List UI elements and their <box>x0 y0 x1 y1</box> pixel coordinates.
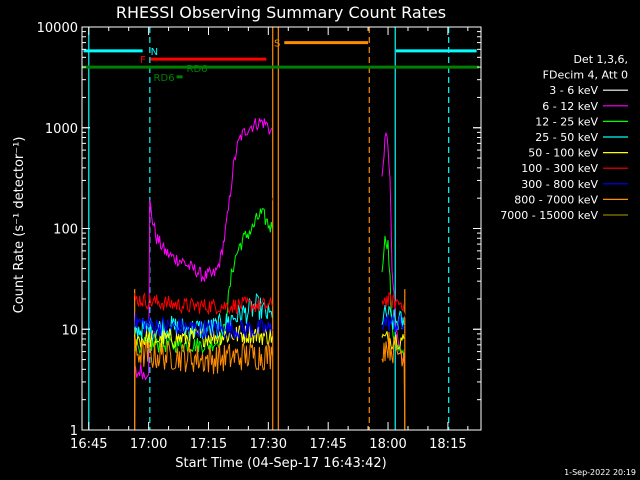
clipped-data <box>82 27 480 430</box>
series-line-300-800-kev-seg0 <box>134 311 273 340</box>
x-tick-label: 17:30 <box>250 437 287 452</box>
y-tick-label: 1000 <box>45 122 78 137</box>
legend-header-line: FDecim 4, Att 0 <box>543 69 628 82</box>
y-tick-label: 1 <box>70 424 78 439</box>
series-line-800-7000-kev-seg0 <box>134 337 273 430</box>
flag-label-6: RD6 <box>187 64 208 75</box>
series-line-25-50-kev-seg1 <box>381 305 405 331</box>
x-tick-label: 18:00 <box>369 437 406 452</box>
flag-label-0: N <box>151 47 158 58</box>
legend-label: 800 - 7000 keV <box>514 193 598 206</box>
y-tick-label: 100 <box>53 223 78 238</box>
series-line-100-300-kev-seg1 <box>381 292 405 313</box>
plot-frame <box>81 26 482 431</box>
timestamp: 1-Sep-2022 20:19 <box>564 468 636 477</box>
legend-label: 25 - 50 keV <box>535 131 598 144</box>
legend-label: 300 - 800 keV <box>521 178 598 191</box>
x-tick-label: 17:15 <box>190 437 227 452</box>
series-line-800-7000-kev-seg1 <box>381 332 406 430</box>
flag-label-2: F <box>140 55 146 66</box>
y-tick-label: 10 <box>61 323 78 338</box>
axes-layer: NF S RD6 RD6 1 10 100 1000 10000 16:45 17:00 17:15 1… <box>37 21 481 452</box>
series-line-300-800-kev-seg1 <box>381 314 405 332</box>
series-line-100-300-kev-seg0 <box>134 292 273 316</box>
legend-label: 6 - 12 keV <box>542 100 598 113</box>
series-line-12-25-kev-seg1 <box>381 235 405 360</box>
chart-title: RHESSI Observing Summary Count Rates <box>116 3 446 22</box>
flag-label-5: RD6 <box>154 73 175 84</box>
series-line-50-100-kev-seg1 <box>381 331 405 350</box>
legend-label: 12 - 25 keV <box>535 115 598 128</box>
plot-border <box>81 26 482 431</box>
legend-label: 50 - 100 keV <box>528 147 598 160</box>
legend-header-line: Det 1,3,6, <box>573 53 628 66</box>
y-axis-label: Count Rate (s⁻¹ detector⁻¹) <box>12 137 27 314</box>
series-line-12-25-kev-seg0 <box>134 208 273 355</box>
legend-label: 3 - 6 keV <box>549 84 598 97</box>
x-tick-label: 17:45 <box>309 437 346 452</box>
x-axis-label: Start Time (04-Sep-17 16:43:42) <box>175 456 386 471</box>
data-layer <box>82 27 480 430</box>
legend-label: 7000 - 15000 keV <box>500 209 598 222</box>
series-line-6-12-kev-seg0 <box>134 118 273 381</box>
x-tick-label: 16:45 <box>70 437 107 452</box>
series-line-3-6-kev-seg0 <box>148 189 273 314</box>
legend-label: 100 - 300 keV <box>521 162 598 175</box>
x-tick-label: 18:15 <box>429 437 466 452</box>
y-tick-label: 10000 <box>37 21 78 36</box>
x-tick-label: 17:00 <box>130 437 167 452</box>
flag-label-3: S <box>274 39 280 50</box>
legend: Det 1,3,6, FDecim 4, Att 0 3 - 6 keV 6 - 12… <box>500 53 628 222</box>
